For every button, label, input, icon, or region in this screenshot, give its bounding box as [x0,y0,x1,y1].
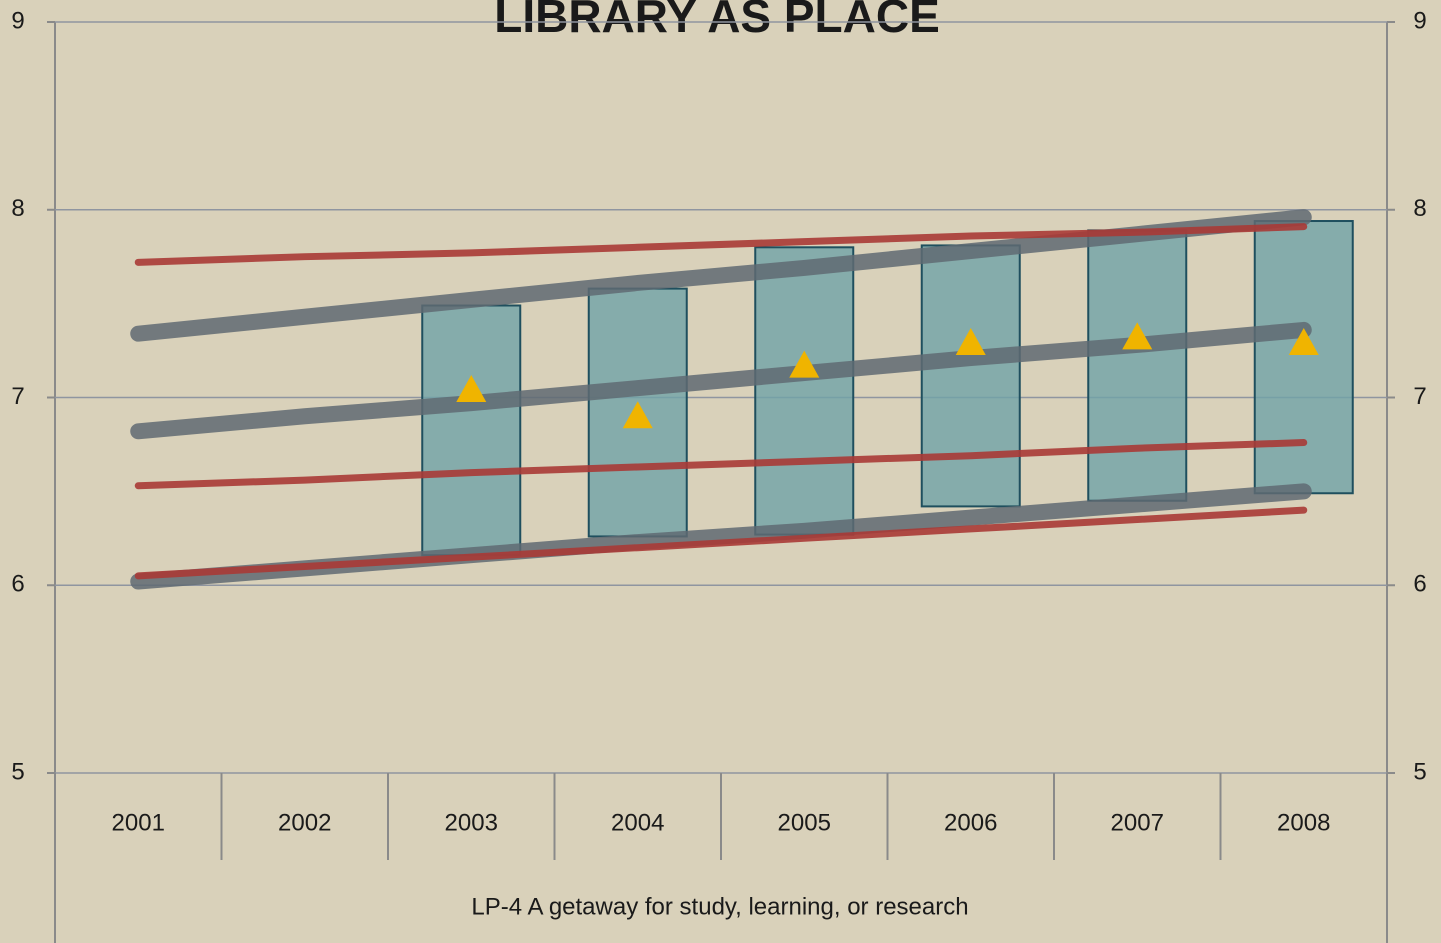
x-tick-label: 2003 [445,809,498,836]
y2-tick-label: 6 [1413,571,1426,598]
x-tick-label: 2002 [278,809,331,836]
x-tick-label: 2008 [1277,809,1330,836]
y2-tick-label: 8 [1413,195,1426,222]
chart: LIBRARY AS PLACE LP-4 A getaway for stud… [0,0,1441,943]
range-box [1088,230,1186,500]
y2-tick-label: 9 [1413,7,1426,34]
y2-tick-label: 7 [1413,383,1426,410]
x-tick-label: 2004 [611,809,664,836]
y2-tick-label: 5 [1413,758,1426,785]
y-tick-label: 9 [11,7,24,34]
x-axis-title: LP-4 A getaway for study, learning, or r… [471,893,968,920]
y-tick-label: 7 [11,383,24,410]
chart-title: LIBRARY AS PLACE [494,0,940,42]
range-box [755,247,853,534]
x-tick-label: 2005 [778,809,831,836]
x-tick-label: 2001 [112,809,165,836]
x-tick-label: 2007 [1111,809,1164,836]
range-box [922,245,1020,506]
y-tick-label: 5 [11,758,24,785]
y-tick-label: 6 [11,571,24,598]
range-box [422,306,520,556]
x-tick-label: 2006 [944,809,997,836]
range-box [1255,221,1353,493]
y-tick-label: 8 [11,195,24,222]
